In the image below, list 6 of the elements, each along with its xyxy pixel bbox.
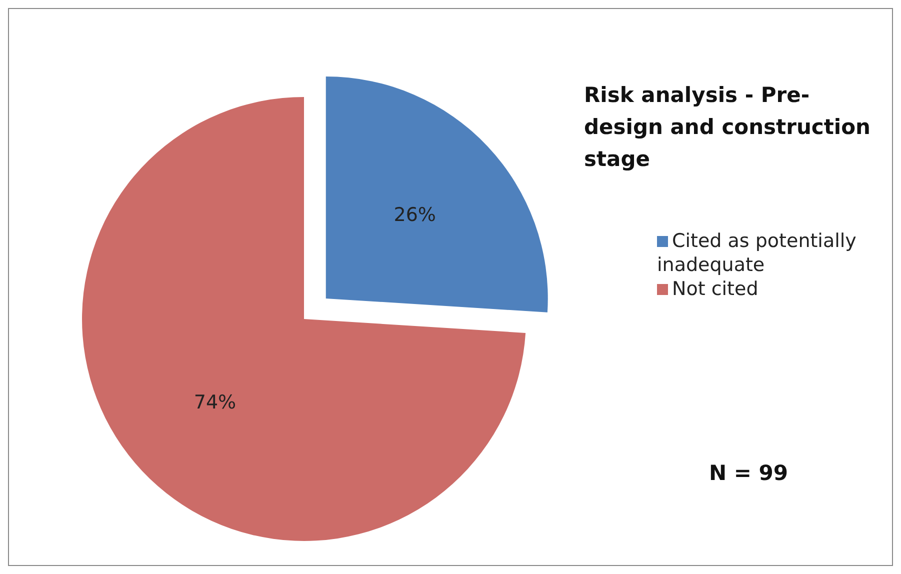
legend-label: Not cited — [672, 278, 758, 300]
data-label: 74% — [194, 392, 236, 414]
legend-label: Cited as potentially inadequate — [657, 230, 856, 276]
text: Risk analysis - Pre-design and construction stage — [584, 82, 872, 173]
text: N = 99 — [709, 461, 788, 485]
data-label: 26% — [394, 204, 436, 226]
